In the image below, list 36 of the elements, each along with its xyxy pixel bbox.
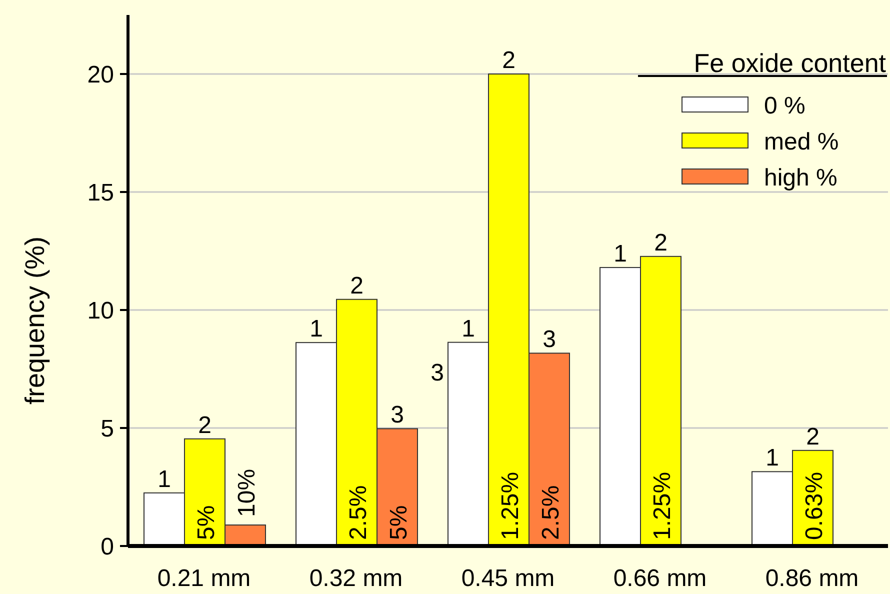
annotation: 2 — [654, 229, 668, 256]
annotation: 5% — [192, 505, 220, 540]
annotation: 2 — [350, 272, 364, 300]
annotation: 1 — [158, 466, 171, 493]
x-tick-label: 0.45 mm — [461, 565, 555, 592]
y-tick-label: 10 — [87, 297, 114, 324]
y-tick-label: 20 — [87, 61, 114, 88]
annotation: 10% — [233, 468, 260, 517]
x-tick-label: 0.66 mm — [613, 565, 707, 592]
annotation: 1.25% — [496, 472, 524, 540]
annotation: 1 — [462, 315, 475, 342]
y-tick-label: 15 — [87, 179, 114, 206]
annotation: 1 — [310, 316, 323, 343]
legend-title: Fe oxide content — [694, 48, 887, 78]
annotation: 1 — [766, 444, 779, 472]
y-tick-label: 5 — [100, 415, 114, 442]
annotation: 1 — [614, 240, 627, 268]
annotation: 3 — [430, 359, 444, 386]
annotation: 0.63% — [800, 472, 828, 540]
legend-label: 0 % — [764, 92, 806, 120]
annotation: 3 — [390, 402, 404, 429]
annotation: 2 — [806, 423, 820, 450]
x-tick-label: 0.21 mm — [157, 565, 251, 592]
y-axis-title: frequency (%) — [20, 236, 50, 405]
annotation: 1.25% — [648, 472, 676, 540]
annotation: 2 — [198, 412, 212, 439]
legend-label: med % — [764, 128, 839, 156]
annotation: 3 — [542, 326, 556, 354]
annotation: 2.5% — [537, 485, 564, 540]
legend-label: high % — [764, 164, 838, 192]
y-tick-label: 0 — [100, 533, 114, 560]
x-tick-label: 0.86 mm — [765, 565, 859, 592]
x-tick-label: 0.32 mm — [309, 565, 403, 592]
annotation: 2.5% — [344, 485, 372, 540]
annotation: 2 — [502, 47, 516, 74]
annotation: 5% — [385, 505, 412, 540]
